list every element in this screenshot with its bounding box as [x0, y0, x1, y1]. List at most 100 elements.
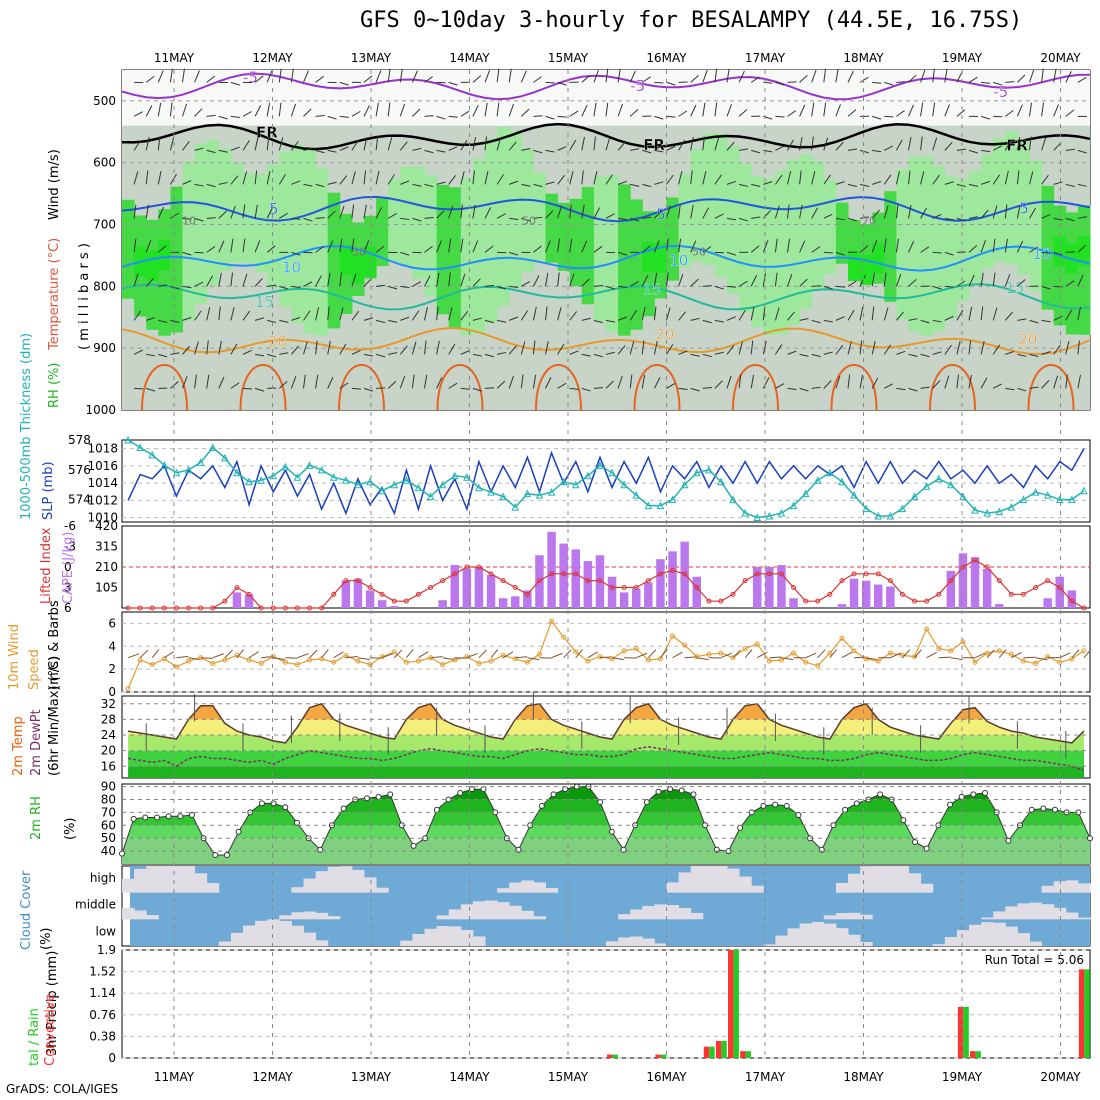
wind-barb: [363, 170, 367, 185]
precip-tick: 1.9: [97, 943, 116, 957]
wind-barb: [133, 349, 143, 355]
lifted-index-marker: [428, 585, 434, 590]
wind-barb: [496, 137, 502, 151]
wind-barb: [654, 149, 664, 153]
temp-contour-label: FR: [643, 136, 665, 154]
wind-barb: [400, 316, 410, 321]
wind-speed-marker: [1057, 659, 1063, 665]
wind-barb: [811, 353, 821, 358]
rh-band: [122, 825, 1090, 839]
wind-barb: [1041, 68, 1044, 83]
lifted-index-marker: [294, 605, 300, 611]
wind-barb: [702, 386, 712, 389]
wind-speed-marker: [815, 663, 821, 669]
wind-barb: [908, 74, 917, 83]
wind-barb: [605, 137, 611, 151]
wind-barb: [339, 382, 349, 389]
wind-barb: [678, 110, 688, 117]
lifted-index-marker: [815, 598, 821, 604]
surface-wind-barb: [805, 652, 817, 659]
rh-marker: [188, 811, 195, 818]
date-label-bottom: 13MAY: [351, 1070, 392, 1084]
rh-marker: [1087, 835, 1093, 842]
cape-tick: 315: [95, 540, 118, 554]
wind-barb: [484, 70, 491, 83]
wind-barb: [678, 238, 682, 253]
surface-wind-barb: [854, 656, 867, 659]
lifted-index-marker: [742, 578, 748, 584]
wind-barb: [726, 251, 736, 256]
wind-barb: [581, 75, 590, 83]
lifted-index-marker: [1008, 591, 1014, 597]
wind-speed-marker: [415, 658, 421, 664]
cloud-cell: [243, 925, 256, 946]
wind-barb: [351, 171, 356, 185]
cape-bar: [390, 606, 399, 608]
wind-barb: [315, 245, 325, 253]
wind-speed-marker: [222, 657, 228, 663]
wind-barb: [884, 81, 894, 86]
wind-barb: [1041, 251, 1051, 254]
wind-barb: [291, 180, 301, 185]
wind-barb: [218, 376, 225, 389]
cloud-cell: [848, 934, 861, 946]
rh-marker: [142, 814, 149, 821]
surface-wind-barb: [950, 657, 963, 661]
rh-moist-cell: [1029, 160, 1043, 292]
temp-contour-label: 5: [269, 200, 279, 218]
surface-wind-barb: [974, 652, 986, 659]
cloud-tick: middle: [75, 898, 116, 912]
lifted-index-marker: [585, 578, 591, 584]
lifted-index-marker: [1069, 598, 1075, 604]
wind-barb: [823, 174, 831, 185]
rh-marker: [643, 799, 650, 806]
surface-wind-barb: [563, 649, 572, 659]
wind-speed-marker: [161, 656, 167, 662]
wind-barb: [303, 281, 313, 287]
lifted-index-marker: [464, 564, 470, 570]
wind-barb: [508, 345, 517, 355]
surface-wind-barb: [1071, 649, 1080, 659]
wind-barb: [787, 311, 795, 321]
wind-barb: [291, 141, 299, 151]
wind-barb: [920, 207, 928, 219]
cape-bar: [450, 565, 459, 608]
wind-barb: [1029, 246, 1039, 253]
wind-speed-marker: [573, 649, 579, 655]
wind-barb: [787, 171, 792, 185]
wind-barb: [1005, 350, 1015, 355]
thickness-marker: [378, 486, 386, 495]
wind-barb: [169, 173, 177, 185]
wind-barb: [521, 217, 531, 222]
wind-barb: [230, 81, 240, 86]
wind-barb: [375, 207, 383, 219]
wind-barb: [993, 81, 1003, 86]
wind-barb: [520, 108, 530, 117]
wind-speed-marker: [1069, 656, 1075, 662]
cloud-cell: [146, 866, 159, 893]
thickness-marker: [196, 458, 205, 466]
wind-barb: [484, 207, 492, 219]
rh-moist-cell: [243, 173, 256, 264]
wind-barb: [424, 275, 431, 287]
wind-barb: [255, 353, 265, 357]
rh-marker: [923, 845, 930, 852]
wind-barb: [375, 136, 379, 151]
wind-barb: [617, 104, 623, 117]
wind-barb: [267, 319, 277, 324]
rh-marker: [457, 790, 464, 797]
wind-barb: [472, 387, 482, 392]
wind-barb: [533, 76, 542, 83]
wind-speed-marker: [972, 659, 978, 665]
wind-barb: [134, 387, 144, 390]
precip-bar-convective: [1078, 969, 1085, 1058]
wind-barb: [847, 183, 858, 187]
wind-barb: [593, 171, 598, 185]
wind-barb: [472, 204, 476, 219]
wind-barb: [666, 115, 676, 118]
lifted-index-marker: [198, 605, 204, 611]
cloud-cell: [1029, 902, 1043, 920]
wind-barb: [169, 68, 173, 83]
rh-moist-cell: [206, 139, 220, 286]
thickness-marker: [656, 501, 665, 510]
